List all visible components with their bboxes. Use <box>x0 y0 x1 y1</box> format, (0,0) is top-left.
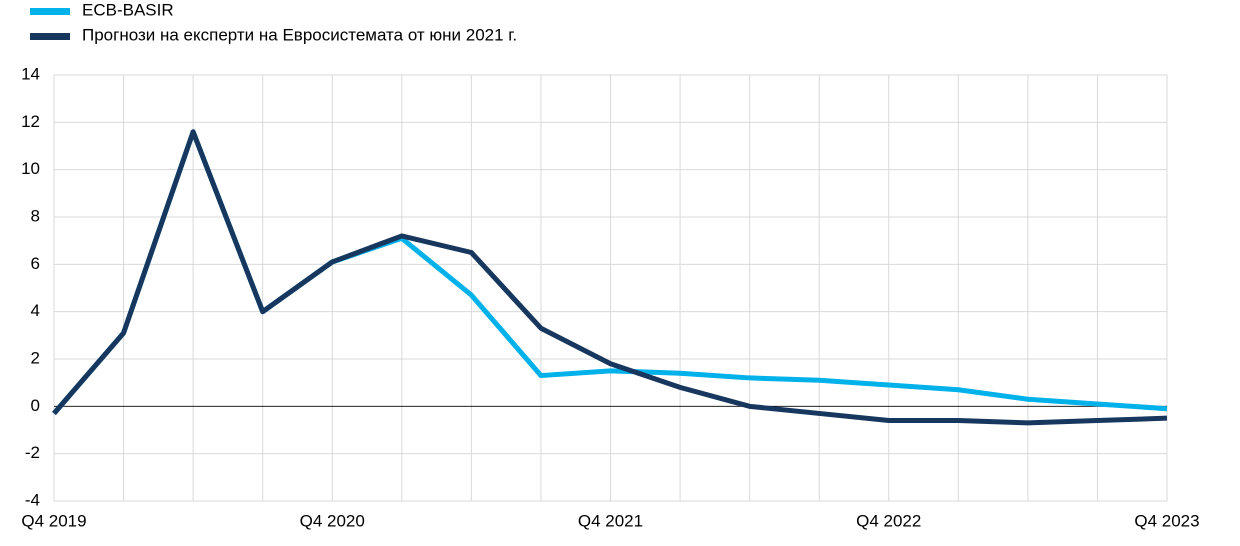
x-tick-label: Q4 2019 <box>21 511 86 530</box>
y-tick-label: 8 <box>31 206 40 225</box>
y-tick-label: 14 <box>21 64 40 83</box>
legend-swatch <box>30 8 70 15</box>
legend-label: ECB-BASIR <box>82 0 174 19</box>
y-tick-label: -4 <box>25 490 40 509</box>
y-tick-label: -2 <box>25 443 40 462</box>
y-tick-label: 10 <box>21 159 40 178</box>
y-tick-label: 4 <box>31 301 40 320</box>
y-tick-label: 0 <box>31 396 40 415</box>
y-tick-label: 6 <box>31 254 40 273</box>
line-series <box>52 129 1168 426</box>
x-tick-label: Q4 2020 <box>300 511 365 530</box>
y-tick-label: 2 <box>31 348 40 367</box>
x-tick-label: Q4 2022 <box>856 511 921 530</box>
y-tick-label: 12 <box>21 112 40 131</box>
legend-label: Прогнози на експерти на Евросистемата от… <box>82 25 517 44</box>
legend-swatch <box>30 33 70 40</box>
x-tick-label: Q4 2021 <box>578 511 643 530</box>
x-tick-label: Q4 2023 <box>1134 511 1199 530</box>
